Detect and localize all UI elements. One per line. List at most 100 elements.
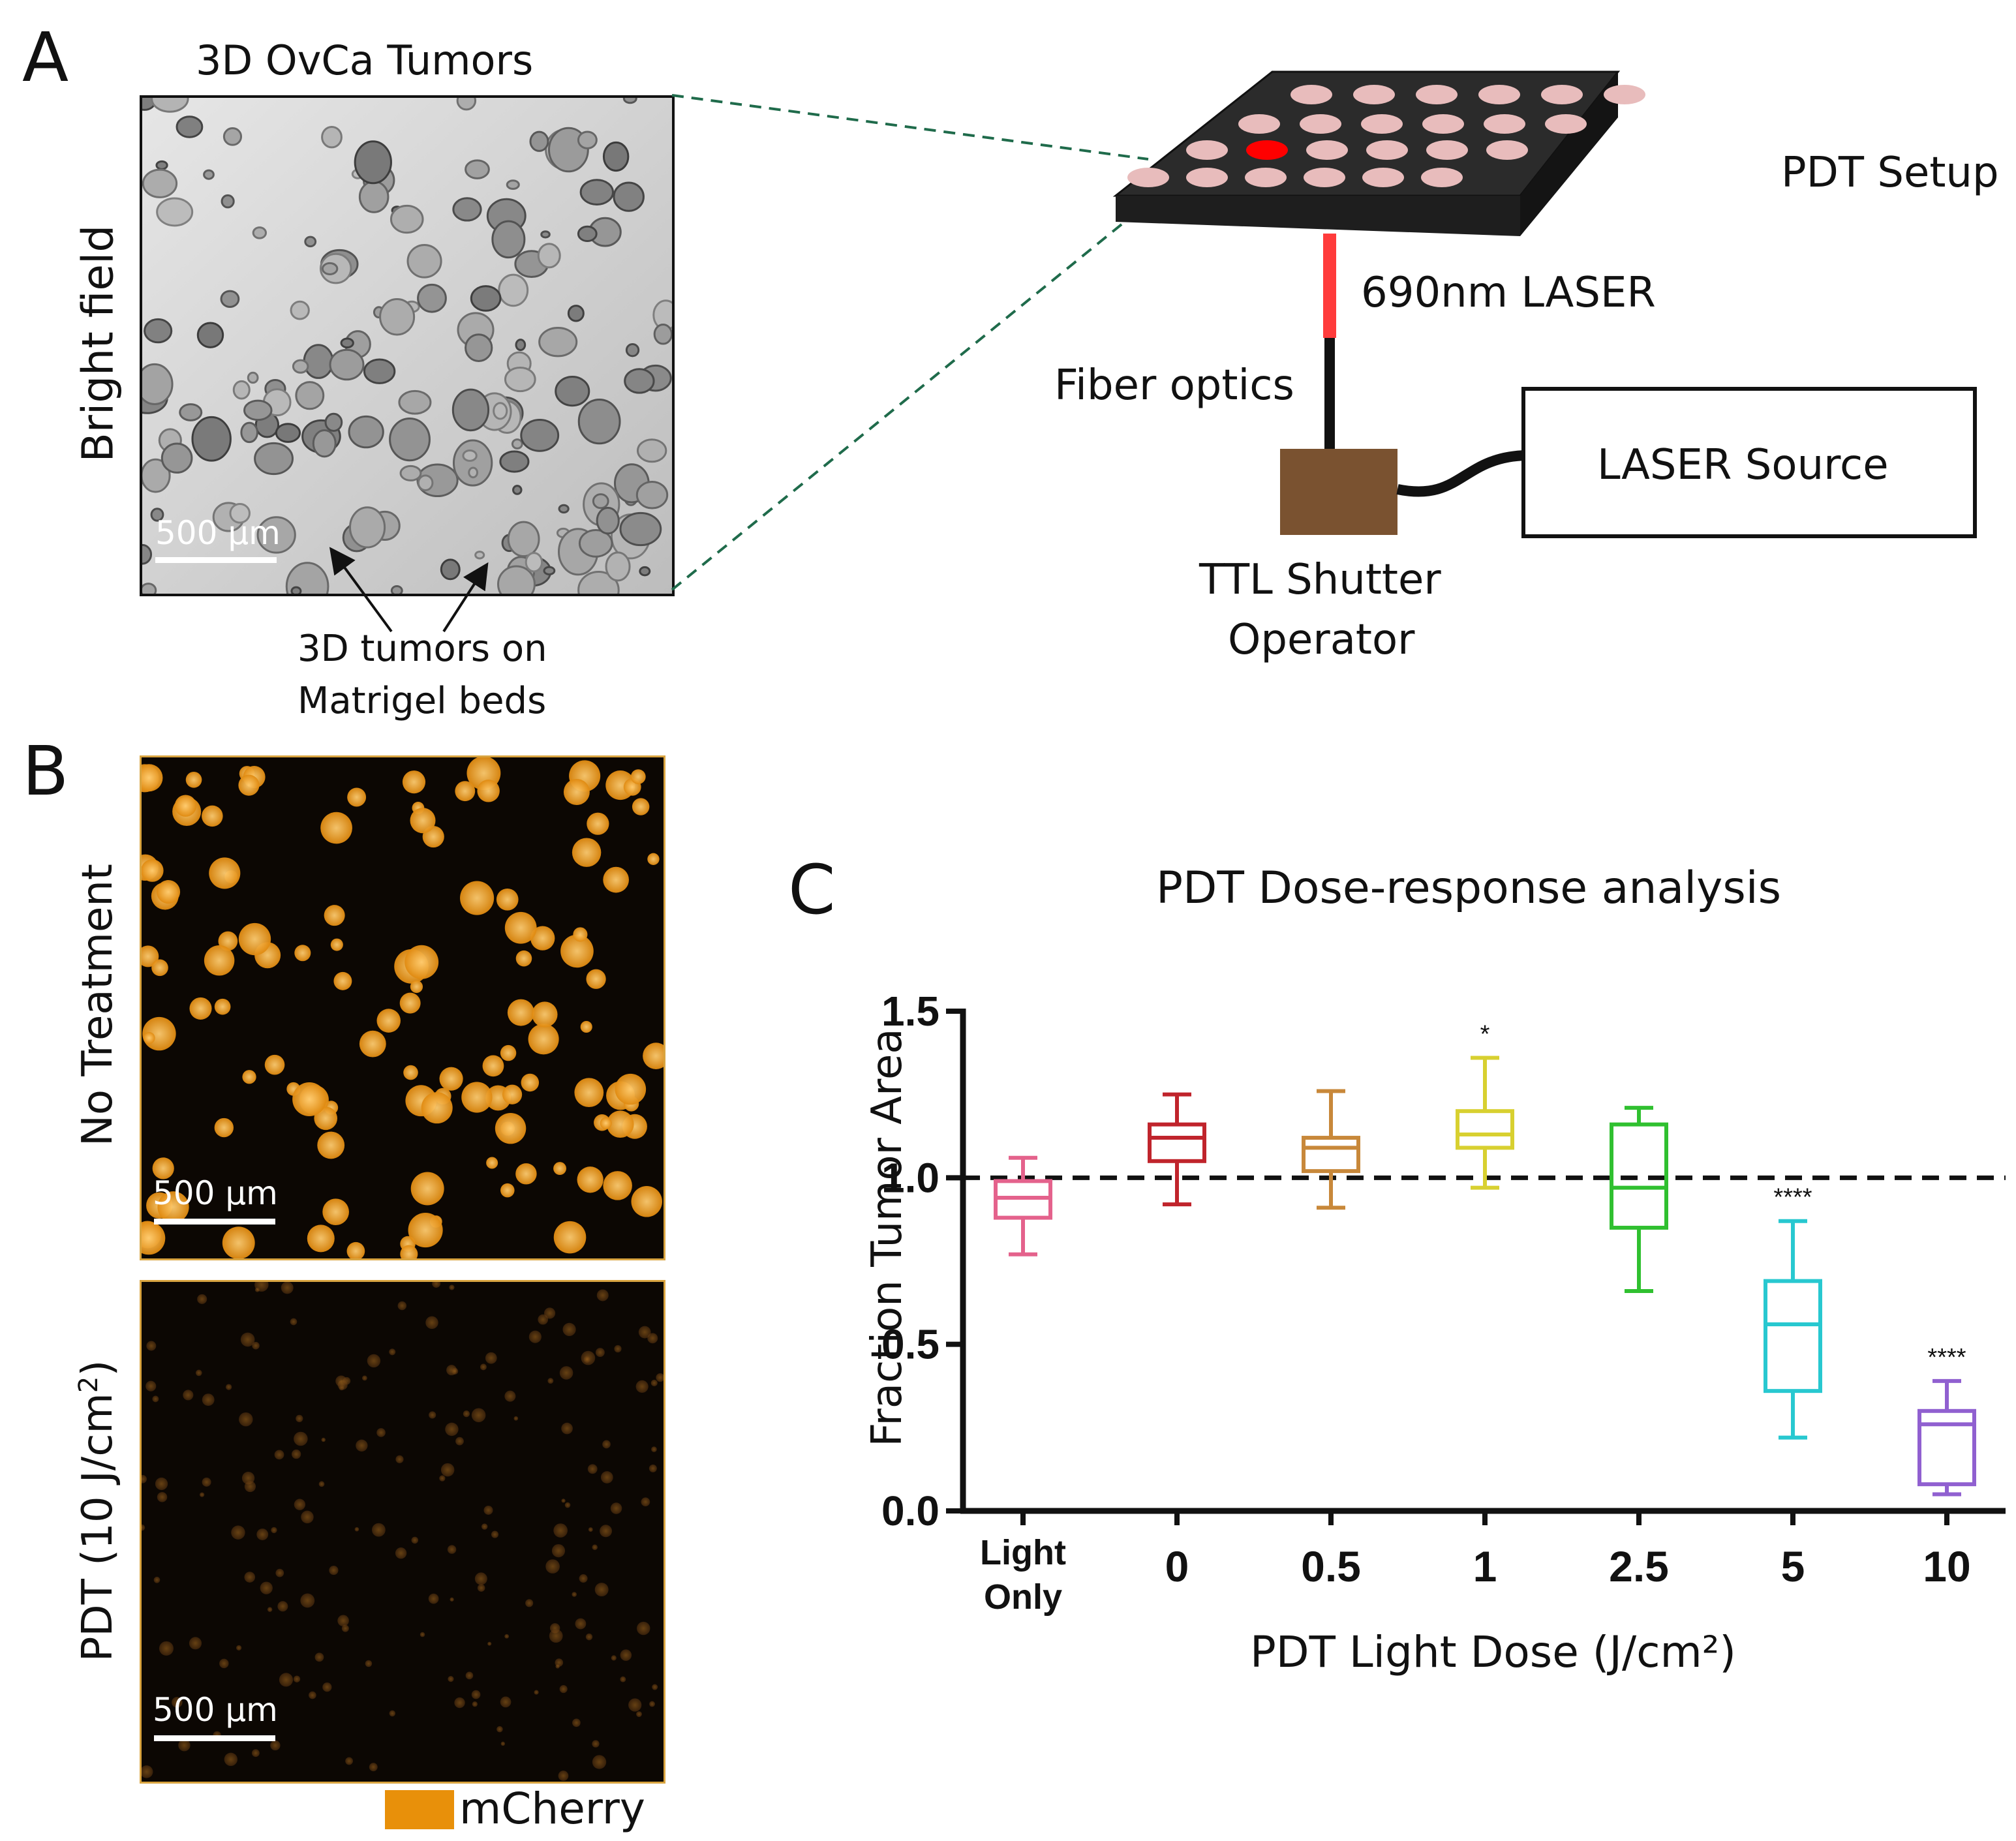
tumor-spheroid xyxy=(321,125,343,149)
fluorescent-tumor xyxy=(183,1390,194,1401)
fluorescent-tumor xyxy=(178,1739,191,1752)
fluorescent-tumor xyxy=(367,1354,381,1368)
tumor-spheroid xyxy=(470,285,502,312)
fluorescent-tumor xyxy=(500,1044,517,1061)
well xyxy=(1478,85,1520,104)
well-plate-side xyxy=(1520,72,1618,236)
tumor-spheroid xyxy=(537,243,561,269)
fluorescent-tumor xyxy=(643,1042,664,1069)
tumor-spheroid xyxy=(596,506,620,535)
tumor-spheroid xyxy=(511,438,523,449)
fluorescent-tumor xyxy=(583,1356,591,1363)
tumor-spheroid xyxy=(456,98,477,111)
box-0 xyxy=(994,1155,1052,1256)
fluorescent-tumor xyxy=(561,1499,566,1503)
mcherry-pdt-image xyxy=(140,1280,665,1784)
fluorescent-tumor xyxy=(224,1752,237,1767)
tumor-spheroid xyxy=(602,141,630,172)
fluorescent-tumor xyxy=(528,1330,542,1343)
fluorescent-tumor xyxy=(532,1001,558,1027)
tumor-spheroid xyxy=(465,159,490,179)
annotation-line1: 3D tumors on xyxy=(298,628,547,670)
fluorescent-tumor xyxy=(155,1477,168,1491)
fluorescent-tumor xyxy=(561,1422,573,1435)
fluorescent-tumor xyxy=(410,1172,444,1206)
pdt-setup-title: PDT Setup xyxy=(1781,149,1999,197)
fluorescent-tumor xyxy=(439,1067,463,1091)
fluorescent-tumor xyxy=(321,1437,326,1442)
no-treatment-scale-bar xyxy=(154,1219,275,1225)
tumor-spheroid xyxy=(515,339,527,352)
fluorescent-tumor xyxy=(649,1464,657,1472)
fluorescent-tumor xyxy=(555,1664,560,1669)
tumor-spheroid xyxy=(507,521,540,558)
box-6: **** xyxy=(1917,1344,1976,1497)
well xyxy=(1545,114,1587,134)
fluorescent-tumor xyxy=(219,1658,229,1669)
fluorescent-tumor xyxy=(359,1030,386,1057)
fluorescent-tumor xyxy=(197,1294,207,1304)
x-tick-label-line2: Only xyxy=(984,1577,1062,1617)
well xyxy=(1127,168,1169,187)
fluorescent-tumor xyxy=(496,1726,503,1733)
tumor-spheroid xyxy=(465,333,493,362)
well xyxy=(1362,168,1404,187)
pdt-side-label: PDT (10 J/cm2) xyxy=(73,1360,123,1662)
tumor-spheroid xyxy=(203,169,215,180)
well xyxy=(1421,168,1463,187)
tumor-spheroid xyxy=(543,566,556,575)
fluorescent-tumor xyxy=(346,1241,365,1258)
fluorescent-tumor xyxy=(500,1183,515,1198)
fluorescent-tumor xyxy=(300,1593,315,1608)
tumor-spheroid xyxy=(493,402,508,420)
tumor-spheroid xyxy=(451,388,490,432)
fluorescent-tumor xyxy=(372,1523,386,1537)
fluorescent-tumor xyxy=(628,1698,642,1712)
fluorescent-tumor xyxy=(238,774,260,796)
fluorescent-tumor xyxy=(579,1574,588,1583)
fluorescent-tumor xyxy=(448,1676,454,1682)
fluorescent-tumor xyxy=(231,1525,245,1540)
tumor-spheroid xyxy=(247,371,259,384)
x-tick-label: 10 xyxy=(1923,1542,1970,1590)
tumor-spheroid xyxy=(399,464,422,481)
fluorescent-tumor xyxy=(652,1684,658,1690)
fluorescent-tumor xyxy=(293,1675,301,1682)
fluorescent-tumor xyxy=(630,769,646,785)
fluorescent-tumor xyxy=(244,1572,256,1583)
fluorescent-tumor xyxy=(410,980,423,994)
fluorescent-tumor xyxy=(559,1366,573,1380)
x-tick-label: 1 xyxy=(1473,1542,1497,1590)
fluorescent-tumor xyxy=(309,1691,316,1699)
pdt-scale-bar xyxy=(154,1735,275,1741)
fluorescent-tumor xyxy=(294,945,311,962)
fluorescent-tumor xyxy=(547,1378,554,1384)
fluorescent-tumor xyxy=(264,1054,285,1075)
fluorescent-tumor xyxy=(395,1547,407,1559)
fluorescent-tumor xyxy=(549,1629,563,1643)
fluorescent-tumor xyxy=(317,1131,345,1159)
fluorescent-tumor xyxy=(254,1287,260,1292)
fluorescent-tumor xyxy=(330,938,343,951)
tumor-spheroid xyxy=(577,398,621,445)
fluorescent-tumor xyxy=(471,1690,481,1699)
fluorescent-tumor xyxy=(587,812,609,835)
fluorescent-tumor xyxy=(528,1024,559,1055)
laser-source-label: LASER Source xyxy=(1597,441,1889,489)
fluorescent-tumor xyxy=(395,1455,404,1463)
fluorescent-tumor xyxy=(281,1282,294,1294)
fluorescent-tumor xyxy=(260,1581,273,1594)
tumor-spheroid xyxy=(176,115,204,138)
fluorescent-tumor xyxy=(450,1597,454,1602)
fluorescent-tumor xyxy=(562,1322,576,1337)
well xyxy=(1304,168,1345,187)
fluorescent-tumor xyxy=(610,1502,622,1514)
tumor-spheroid xyxy=(417,474,434,491)
box-iqr xyxy=(1610,1122,1668,1230)
ttl-shutter-box xyxy=(1280,449,1397,535)
fluorescent-tumor xyxy=(152,1395,159,1403)
fluorescent-tumor xyxy=(611,1655,617,1661)
fluorescent-tumor xyxy=(428,1593,439,1604)
fluorescent-tumor xyxy=(558,1771,569,1781)
tumor-spheroid xyxy=(292,359,309,374)
